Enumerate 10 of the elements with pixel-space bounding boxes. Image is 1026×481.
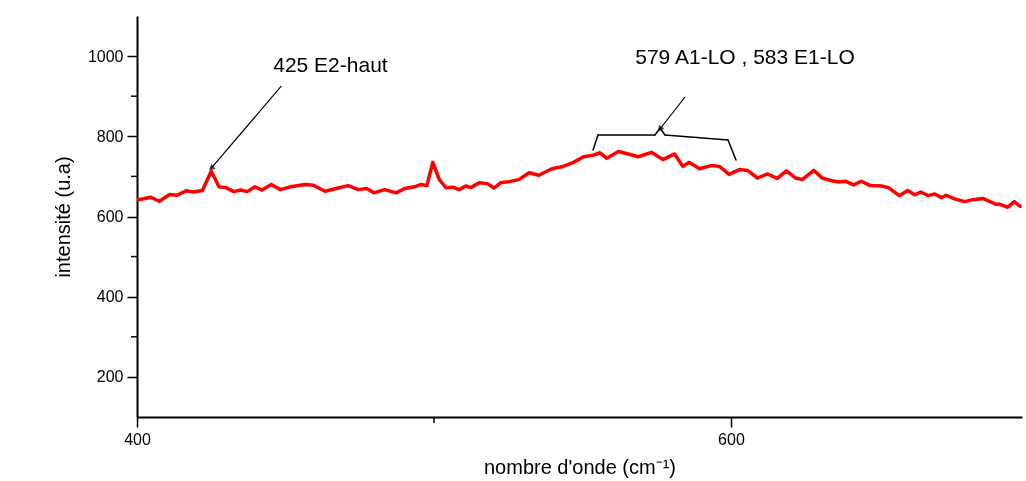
line-series xyxy=(137,149,1022,210)
y-axis-title: intensité (u.a) xyxy=(51,156,74,278)
x-axis-title: nombre d'onde (cm⁻¹) xyxy=(484,455,676,478)
y-tick-label: 800 xyxy=(96,127,124,145)
y-tick-label: 600 xyxy=(96,208,124,225)
y-tick-label: 1000 xyxy=(87,47,124,65)
y-tick-label: 200 xyxy=(96,368,124,386)
annotation: 425 E2-haut xyxy=(273,53,388,77)
y-tick-label: 400 xyxy=(96,288,124,306)
annotation: 579 A1-LO , 583 E1-LO xyxy=(635,45,855,68)
